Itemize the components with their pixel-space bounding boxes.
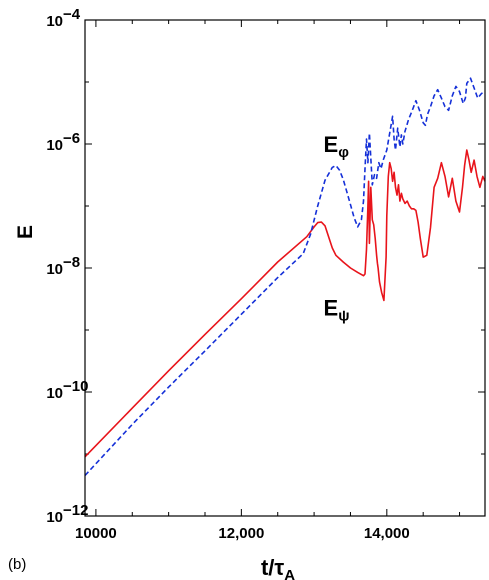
y-tick-label-4: 10 <box>46 13 63 30</box>
annotation-main: E <box>324 132 339 157</box>
y-tick-exponent-3: −6 <box>63 130 80 147</box>
annotation-sub: φ <box>338 144 349 161</box>
panel-label: (b) <box>8 556 26 573</box>
series-line-e-phi <box>84 77 486 477</box>
annotation-e-phi: Eφ <box>324 132 350 161</box>
x-tick-label-1: 12,000 <box>218 525 264 542</box>
annotation-sub: ψ <box>338 308 349 325</box>
y-tick-label-0: 10 <box>46 509 63 526</box>
ticks-layer <box>85 19 485 517</box>
plot-frame <box>84 19 486 517</box>
y-tick-exponent-0: −12 <box>63 502 88 519</box>
x-tick-label-2: 14,000 <box>364 525 410 542</box>
y-tick-label-3: 10 <box>46 137 63 154</box>
y-tick-exponent-1: −10 <box>63 378 88 395</box>
x-axis-title: t/τA <box>261 555 295 580</box>
y-tick-exponent-4: −4 <box>63 6 81 23</box>
x-axis-title-sub: A <box>284 567 295 580</box>
annotation-e-psi: Eψ <box>324 296 350 325</box>
y-tick-label-1: 10 <box>46 385 63 402</box>
x-tick-label-0: 10000 <box>75 525 117 542</box>
x-axis-title-main: t/τ <box>261 555 284 580</box>
y-tick-exponent-2: −8 <box>63 254 80 271</box>
series-layer <box>84 77 486 477</box>
annotation-main: E <box>324 296 339 321</box>
series-line-e-psi <box>84 149 486 458</box>
y-tick-label-2: 10 <box>46 261 63 278</box>
y-axis-title: E <box>14 225 37 239</box>
